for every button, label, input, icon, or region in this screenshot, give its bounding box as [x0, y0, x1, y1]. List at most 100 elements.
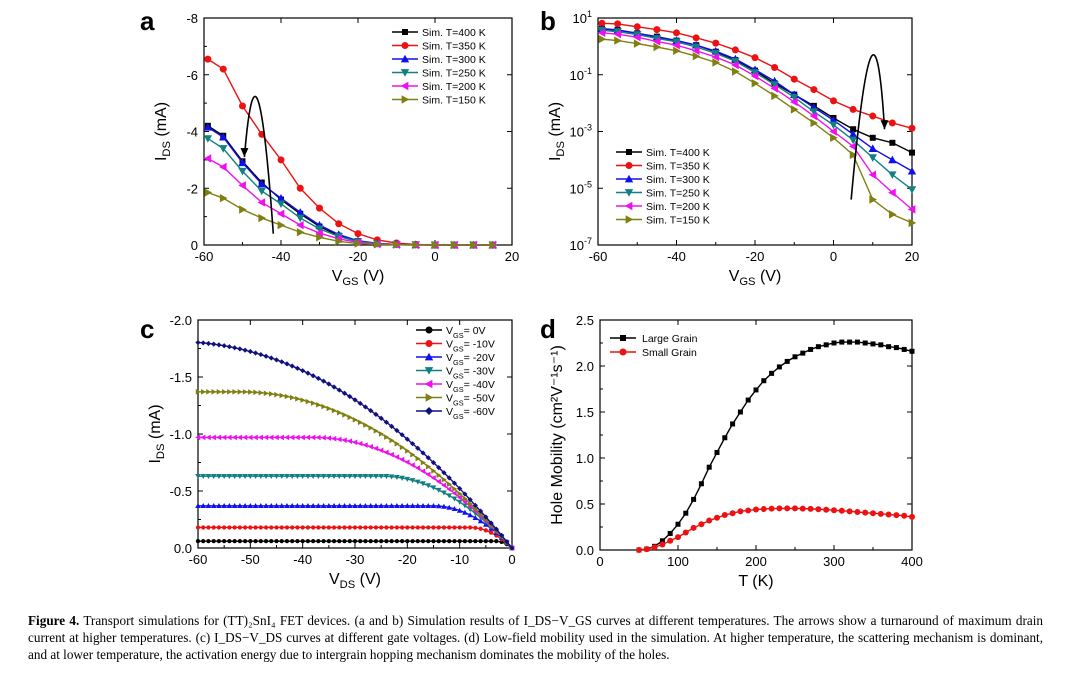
- panel-c-series-0-point: [201, 539, 206, 544]
- panel-d-series-0-point: [854, 339, 860, 345]
- legend-marker: [401, 42, 409, 49]
- panel-c-series-1-point: [400, 525, 405, 530]
- legend-marker: [624, 189, 634, 197]
- panel-b-series-1-point: [908, 124, 916, 132]
- panel-c-series-5-point: [237, 389, 243, 395]
- panel-d-series-1-point: [815, 506, 822, 513]
- panel-c-series-4-point: [273, 434, 279, 441]
- panel-b-series-1-point: [633, 23, 641, 31]
- panel-c-series-4-point: [394, 454, 400, 460]
- panel-b-series-5-point: [771, 91, 779, 101]
- panel-c-series-0-point: [195, 539, 201, 544]
- panel-b-series-4-point: [597, 28, 606, 38]
- panel-a-series-5-point: [316, 233, 324, 242]
- panel-c-series-6-point: [321, 378, 327, 384]
- panel-c-series-4-point: [195, 434, 201, 441]
- panel-c-series-5-point: [363, 422, 369, 428]
- panel-c-series-3-point: [210, 473, 217, 479]
- x-tick-label: -20: [746, 249, 765, 264]
- panel-c-series-5-point: [352, 416, 358, 423]
- panel-letter-d: d: [540, 314, 556, 344]
- panel-c-series-6-point: [389, 423, 395, 429]
- panel-c-series-1-point: [331, 525, 337, 530]
- panel-c-series-2-point: [284, 503, 290, 509]
- panel-a-series-1-point: [277, 156, 285, 164]
- panel-d-series-0-point: [730, 421, 736, 427]
- panel-c-series-2-point: [409, 503, 416, 509]
- legend-label: Sim. T=300 K: [422, 54, 486, 66]
- panel-c-series-3-point: [367, 473, 374, 479]
- panel-c-series-3-point: [305, 473, 311, 479]
- panel-b-series-1-point: [614, 20, 622, 28]
- panel-c-series-3-point: [315, 473, 322, 479]
- panel-c-series-3-point: [247, 473, 254, 479]
- panel-c-series-1-point: [452, 525, 457, 530]
- panel-c-series-3-point: [352, 473, 358, 479]
- panel-c-series-1-point: [248, 525, 253, 530]
- panel-b-series-1-point: [598, 19, 606, 27]
- caption-text: Transport simulations for (TT)₂SnI₄ FET …: [28, 613, 1043, 662]
- panel-d-series-0-point: [800, 350, 806, 356]
- panel-c-series-2-point: [341, 503, 348, 509]
- panel-c-series-3-point: [357, 473, 364, 479]
- legend-marker: [425, 326, 433, 334]
- legend-label: Sim. T=350 K: [422, 41, 486, 53]
- panel-c-series-6-point: [409, 441, 416, 447]
- panel-c-series-4-point: [420, 468, 426, 474]
- panel-c-series-5-point: [232, 389, 238, 395]
- legend-label: VGS= 0V: [446, 325, 486, 340]
- panel-b-series-5-point: [751, 79, 760, 88]
- panel-c-series-1-point: [379, 525, 384, 530]
- panel-c-series-4-point: [435, 478, 441, 485]
- panel-b-series-3-point: [868, 154, 877, 162]
- panel-b-series-3-point: [829, 121, 838, 130]
- panel-c-series-4-point: [341, 437, 347, 443]
- figure-caption: Figure 4. Transport simulations for (TT)…: [28, 612, 1043, 663]
- panel-d-series-1-point: [877, 510, 884, 517]
- panel-c-series-2-point: [441, 503, 447, 509]
- panel-d-series-1-point: [768, 505, 775, 512]
- panel-c-series-1-point: [462, 525, 467, 530]
- panel-c-series-2-point: [242, 503, 248, 509]
- panel-c-series-4-point: [289, 434, 295, 441]
- panel-c-series-4-point: [242, 434, 248, 441]
- panel-c-series-2-point: [446, 504, 452, 510]
- panel-d-series-1-point: [667, 537, 674, 544]
- panel-a-series-5-point: [450, 240, 459, 250]
- legend-marker: [624, 174, 634, 183]
- panel-c-series-5-point: [253, 389, 259, 396]
- panel-b-series-1-point: [888, 119, 896, 127]
- panel-d-series-0-point: [808, 346, 814, 352]
- panel-c-series-2-point: [216, 503, 222, 509]
- panel-c-series-1-point: [274, 525, 279, 530]
- panel-b-series-5-point: [869, 195, 877, 204]
- panel-c-series-1-point: [284, 525, 290, 530]
- panel-d-series-1-point: [901, 512, 908, 519]
- panel-c-series-5-point: [258, 389, 264, 396]
- panel-c-series-3-point: [258, 473, 264, 479]
- panel-c-series-1-point: [305, 525, 310, 530]
- panel-c-series-3-point: [273, 473, 280, 479]
- panel-c-series-1-point: [295, 525, 300, 530]
- panel-d-series-1-point: [792, 505, 798, 512]
- panel-d-series-1-point: [651, 544, 658, 551]
- panel-c-series-2-point: [425, 503, 432, 509]
- panel-c-series-4-point: [216, 434, 222, 441]
- panel-c-series-6-point: [305, 370, 311, 376]
- panel-b-series-5-point: [908, 218, 917, 228]
- panel-b-series-5-point: [889, 210, 897, 219]
- panel-c-series-2-point: [299, 503, 306, 509]
- panel-c-series-5-point: [263, 390, 269, 397]
- panel-c-series-2-point: [258, 503, 264, 509]
- panel-a-series-2-point: [238, 158, 247, 167]
- panel-c-series-4-point: [315, 434, 321, 441]
- x-tick-label: -20: [398, 552, 417, 567]
- panel-d-series-0-point: [909, 348, 915, 354]
- panel-c-series-6-point: [211, 341, 217, 347]
- arrow-head-b: [880, 120, 889, 130]
- panel-d-series-0-point: [839, 339, 845, 345]
- panel-c-series-2-point: [467, 512, 473, 518]
- legend-marker: [424, 379, 433, 389]
- panel-d-series-1-point: [682, 529, 689, 536]
- panel-c-series-4-point: [278, 434, 284, 441]
